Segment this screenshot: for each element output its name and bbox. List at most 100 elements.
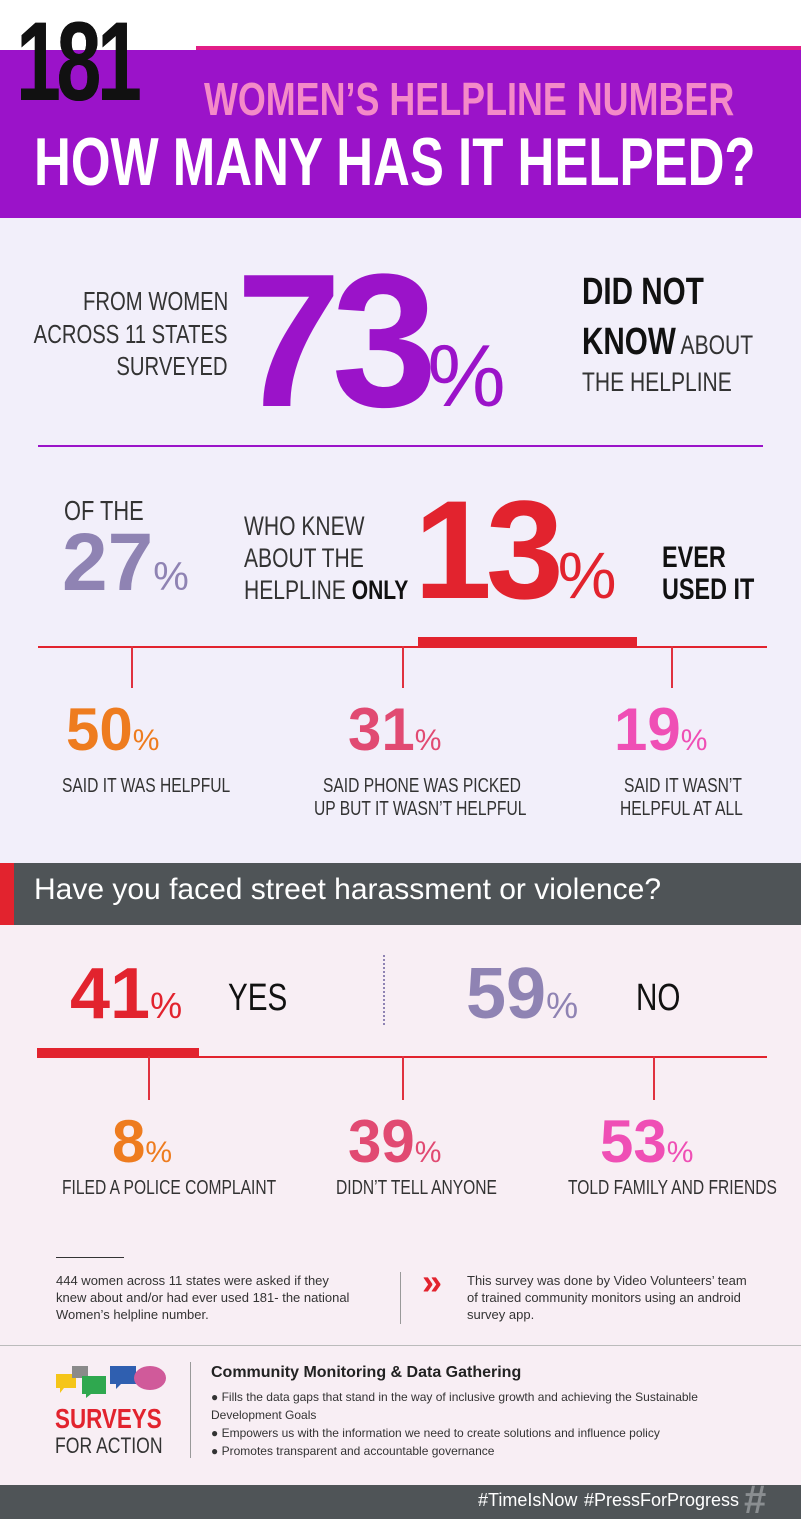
usage-base-pct: % [153, 555, 189, 599]
header-subtitle: WOMEN’S HELPLINE NUMBER [204, 73, 735, 125]
notes-right-line2: of trained community monitors using an a… [467, 1290, 741, 1305]
told-no-one-label: DIDN’T TELL ANYONE [336, 1177, 497, 1199]
header-title: HOW MANY HAS IT HELPED? [34, 124, 756, 200]
notes-divider [400, 1272, 401, 1324]
police-stat: 8% [112, 1112, 172, 1172]
awareness-result-line3: THE HELPLINE [582, 367, 732, 397]
notes-rule [56, 1257, 124, 1258]
harassment-tick-3 [653, 1056, 655, 1100]
footer-bullet-2-text: Empowers us with the information we need… [221, 1426, 660, 1440]
awareness-value: 73 [236, 235, 437, 447]
usage-middle-line3: HELPLINE ONLY [244, 574, 408, 606]
helpful-pct: % [132, 724, 160, 757]
no-label: NO [636, 977, 681, 1019]
usage-value: 13 [414, 471, 564, 628]
logo-line1: SURVEYS [55, 1403, 162, 1434]
helpful-label: SAID IT WAS HELPFUL [62, 775, 231, 797]
notes-left-line2: knew about and/or had ever used 181- the… [56, 1290, 350, 1305]
footer-bullet-3: ● Promotes transparent and accountable g… [211, 1444, 495, 1458]
no-pct: % [546, 985, 579, 1026]
usage-middle-plain: HELPLINE [244, 575, 352, 605]
header-number-tab [0, 0, 196, 50]
hash-icon: # [744, 1478, 767, 1519]
usage-middle-line1: WHO KNEW [244, 511, 365, 541]
awareness-intro-line1: FROM WOMEN [82, 286, 228, 316]
told-family-stat: 53% [600, 1112, 693, 1172]
awareness-result-line2: KNOW ABOUT [582, 322, 753, 365]
arrow-icon: » [422, 1261, 443, 1302]
yes-label: YES [228, 977, 288, 1019]
awareness-divider [38, 445, 763, 447]
footer-divider [190, 1362, 191, 1458]
bubble-green-tail [86, 1394, 91, 1398]
not-helpful-label-line1: SAID IT WASN’T [624, 775, 742, 797]
header-band [0, 46, 801, 218]
awareness-intro-line3: SURVEYED [116, 351, 228, 381]
usage-tick-1 [131, 646, 133, 688]
yes-pct: % [150, 985, 183, 1026]
yes-highlight-bar [37, 1048, 199, 1058]
footer-bullet-1-text: Fills the data gaps that stand in the wa… [221, 1390, 698, 1404]
harassment-tick-1 [148, 1056, 150, 1100]
usage-base-stat: 27% [62, 522, 189, 604]
police-label: FILED A POLICE COMPLAINT [62, 1177, 277, 1199]
told-no-one-pct: % [414, 1136, 442, 1169]
footer-heading: Community Monitoring & Data Gathering [211, 1364, 522, 1381]
awareness-stat: 73% [236, 246, 506, 436]
awareness-result-rest: ABOUT [675, 330, 754, 360]
awareness-intro-line2: ACROSS 11 STATES [34, 319, 228, 349]
yes-stat: 41% [70, 958, 182, 1030]
hashtag-bar [0, 1485, 801, 1519]
no-stat: 59% [466, 958, 578, 1030]
harassment-separator [383, 955, 385, 1025]
police-value: 8 [112, 1108, 146, 1175]
usage-middle-line2: ABOUT THE [244, 543, 364, 573]
not-helpful-value: 19 [614, 696, 681, 763]
usage-stat: 13% [414, 480, 616, 620]
awareness-result-line1: DID NOT [582, 271, 704, 313]
told-no-one-stat: 39% [348, 1112, 441, 1172]
question-text: Have you faced street harassment or viol… [34, 873, 661, 906]
usage-pct: % [557, 538, 617, 612]
picked-up-label-line2: UP BUT IT WASN’T HELPFUL [314, 798, 527, 820]
header: 181 WOMEN’S HELPLINE NUMBER HOW MANY HAS… [0, 0, 801, 218]
usage-highlight-bar [418, 637, 637, 647]
notes-left-line1: 444 women across 11 states were asked if… [56, 1273, 329, 1288]
not-helpful-stat: 19% [614, 700, 707, 760]
usage-prefix: OF THE [64, 495, 144, 526]
picked-up-label-line1: SAID PHONE WAS PICKED [323, 775, 521, 797]
helpful-value: 50 [66, 696, 133, 763]
bubble-yellow-tail [60, 1388, 64, 1393]
footer-bullet-2: ● Empowers us with the information we ne… [211, 1426, 660, 1440]
helpful-stat: 50% [66, 700, 159, 760]
footer-top-rule [0, 1345, 801, 1346]
logo-line2: FOR ACTION [55, 1433, 163, 1458]
header-accent-line [196, 46, 801, 50]
harassment-tick-2 [402, 1056, 404, 1100]
police-pct: % [145, 1136, 173, 1169]
picked-up-pct: % [414, 724, 442, 757]
question-bar [0, 863, 801, 925]
picked-up-value: 31 [348, 696, 415, 763]
bubble-green [82, 1376, 106, 1394]
told-no-one-value: 39 [348, 1108, 415, 1175]
notes-right-line3: survey app. [467, 1307, 535, 1322]
told-family-pct: % [666, 1136, 694, 1169]
awareness-section [0, 218, 801, 863]
picked-up-stat: 31% [348, 700, 441, 760]
notes-left-line3: Women’s helpline number. [56, 1307, 209, 1322]
usage-result-line1: EVER [662, 541, 726, 574]
bubble-grey [72, 1366, 88, 1378]
bubble-yellow [56, 1374, 76, 1388]
awareness-result-bold: KNOW [582, 321, 676, 363]
question-bar-accent [0, 863, 14, 925]
usage-result-line2: USED IT [662, 573, 755, 606]
told-family-label: TOLD FAMILY AND FRIENDS [568, 1177, 777, 1199]
told-family-value: 53 [600, 1108, 667, 1175]
usage-tick-3 [671, 646, 673, 688]
not-helpful-label-line2: HELPFUL AT ALL [620, 798, 743, 820]
helpline-number: 181 [16, 0, 142, 124]
speech-bubbles-icon [56, 1366, 166, 1398]
usage-middle-bold: ONLY [351, 575, 409, 605]
no-value: 59 [466, 954, 547, 1034]
